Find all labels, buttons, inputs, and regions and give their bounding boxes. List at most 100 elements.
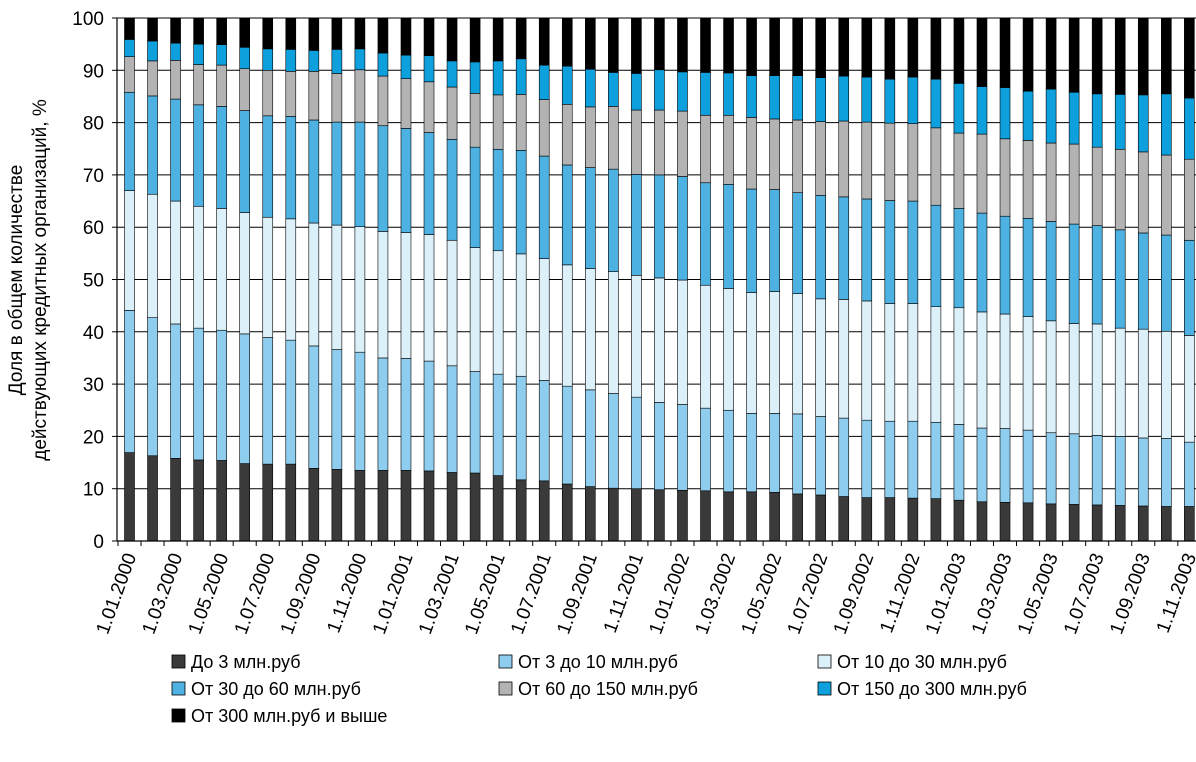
bar-segment [354,351,366,471]
bar-segment [608,106,619,170]
bar-segment [538,380,550,482]
bar-segment [262,337,274,465]
bar-segment [469,93,481,148]
bar-segment [700,284,711,409]
bar-segment [861,121,873,200]
bar-segment [930,306,942,423]
bar-segment [423,81,435,133]
bar-segment [216,106,227,209]
bar-segment [469,247,481,372]
bar-segment [907,17,919,78]
bar-segment [147,95,158,195]
bar-segment [124,39,135,58]
bar-segment [838,299,850,419]
bar-segment [584,167,596,269]
bar-segment [377,52,389,77]
bar-segment [423,470,435,542]
bar-segment [792,192,803,294]
bar-segment [677,279,688,405]
bar-segment [492,148,504,252]
bar-segment [423,234,435,362]
bar-segment [216,329,227,461]
bar-segment [976,86,988,135]
bar-segment [147,455,158,542]
legend-label: От 300 млн.руб и выше [191,706,387,726]
bar-segment [838,417,850,497]
bar-segment [953,83,965,134]
bar-segment [953,208,965,309]
legend-swatch [498,681,513,696]
bar-segment [561,103,573,166]
bar-segment [999,138,1011,217]
bar-segment [976,212,988,313]
bar-segment [354,226,366,353]
bar-segment [538,258,550,381]
bar-segment [584,389,596,487]
bar-segment [308,345,320,469]
legend-swatch [171,654,186,669]
x-tick-label: 1.01.2003 [922,551,971,638]
bar-segment [884,17,896,80]
bar-segment [584,106,596,168]
x-tick-label: 1.01.2000 [93,551,142,638]
x-tick-label: 1.07.2002 [784,551,833,638]
bar-segment [492,94,504,150]
bar-segment [1068,323,1080,435]
bar-segment [677,71,688,112]
legend-swatch [498,654,513,669]
bar-segment [1022,218,1034,317]
bar-segment [654,489,665,542]
bar-segment [400,54,412,79]
bar-segment [1045,320,1057,434]
bar-segment [147,317,158,457]
bar-segment [193,43,204,65]
bar-segment [1137,328,1149,439]
bar-segment [492,373,504,476]
bar-segment [792,413,803,495]
bar-segment [377,470,389,542]
bar-segment [262,115,274,218]
x-tick-label: 1.03.2003 [968,551,1017,638]
bar-segment [285,116,297,220]
bar-segment [377,357,389,471]
bar-segment [677,404,688,491]
bar-segment [723,491,734,542]
bar-segment [124,190,135,311]
y-axis-label-line: действующих кредитных организаций, % [30,99,51,461]
bar-segment [884,303,896,422]
bar-segment [700,407,711,492]
bar-segment [1114,436,1126,506]
bar-segment [147,40,158,62]
x-tick-label: 1.05.2001 [461,551,510,638]
bar-segment [423,17,435,56]
bar-segment [999,87,1011,140]
bar-segment [1137,437,1149,507]
bar-segment [746,117,757,190]
x-tick-label: 1.07.2001 [507,551,556,638]
bar-segment [285,71,297,117]
bar-segment [746,413,757,493]
bar-segment [170,98,181,202]
bar-segment [1114,505,1126,542]
bar-segment [976,133,988,214]
bar-segment [1161,438,1172,507]
bar-segment [838,75,850,122]
bar-segment [377,17,389,54]
bar-segment [469,371,481,474]
bar-segment [193,17,204,45]
bar-segment [354,121,366,227]
x-tick-labels: 1.01.20001.03.20001.05.20001.07.20001.09… [93,551,1196,638]
bar-segment [654,17,665,71]
bar-segment [608,168,619,272]
x-tick-label: 1.09.2003 [1106,551,1155,638]
bar-segment [469,472,481,542]
x-tick-label: 1.11.2001 [600,551,648,636]
bar-segment [538,17,550,66]
bar-segment [1022,429,1034,504]
bar-segment [1068,91,1080,145]
bar-segment [170,200,181,325]
bar-segment [1137,94,1149,153]
bar-segment [124,310,135,453]
bar-segment [446,17,458,62]
bar-segment [953,424,965,501]
